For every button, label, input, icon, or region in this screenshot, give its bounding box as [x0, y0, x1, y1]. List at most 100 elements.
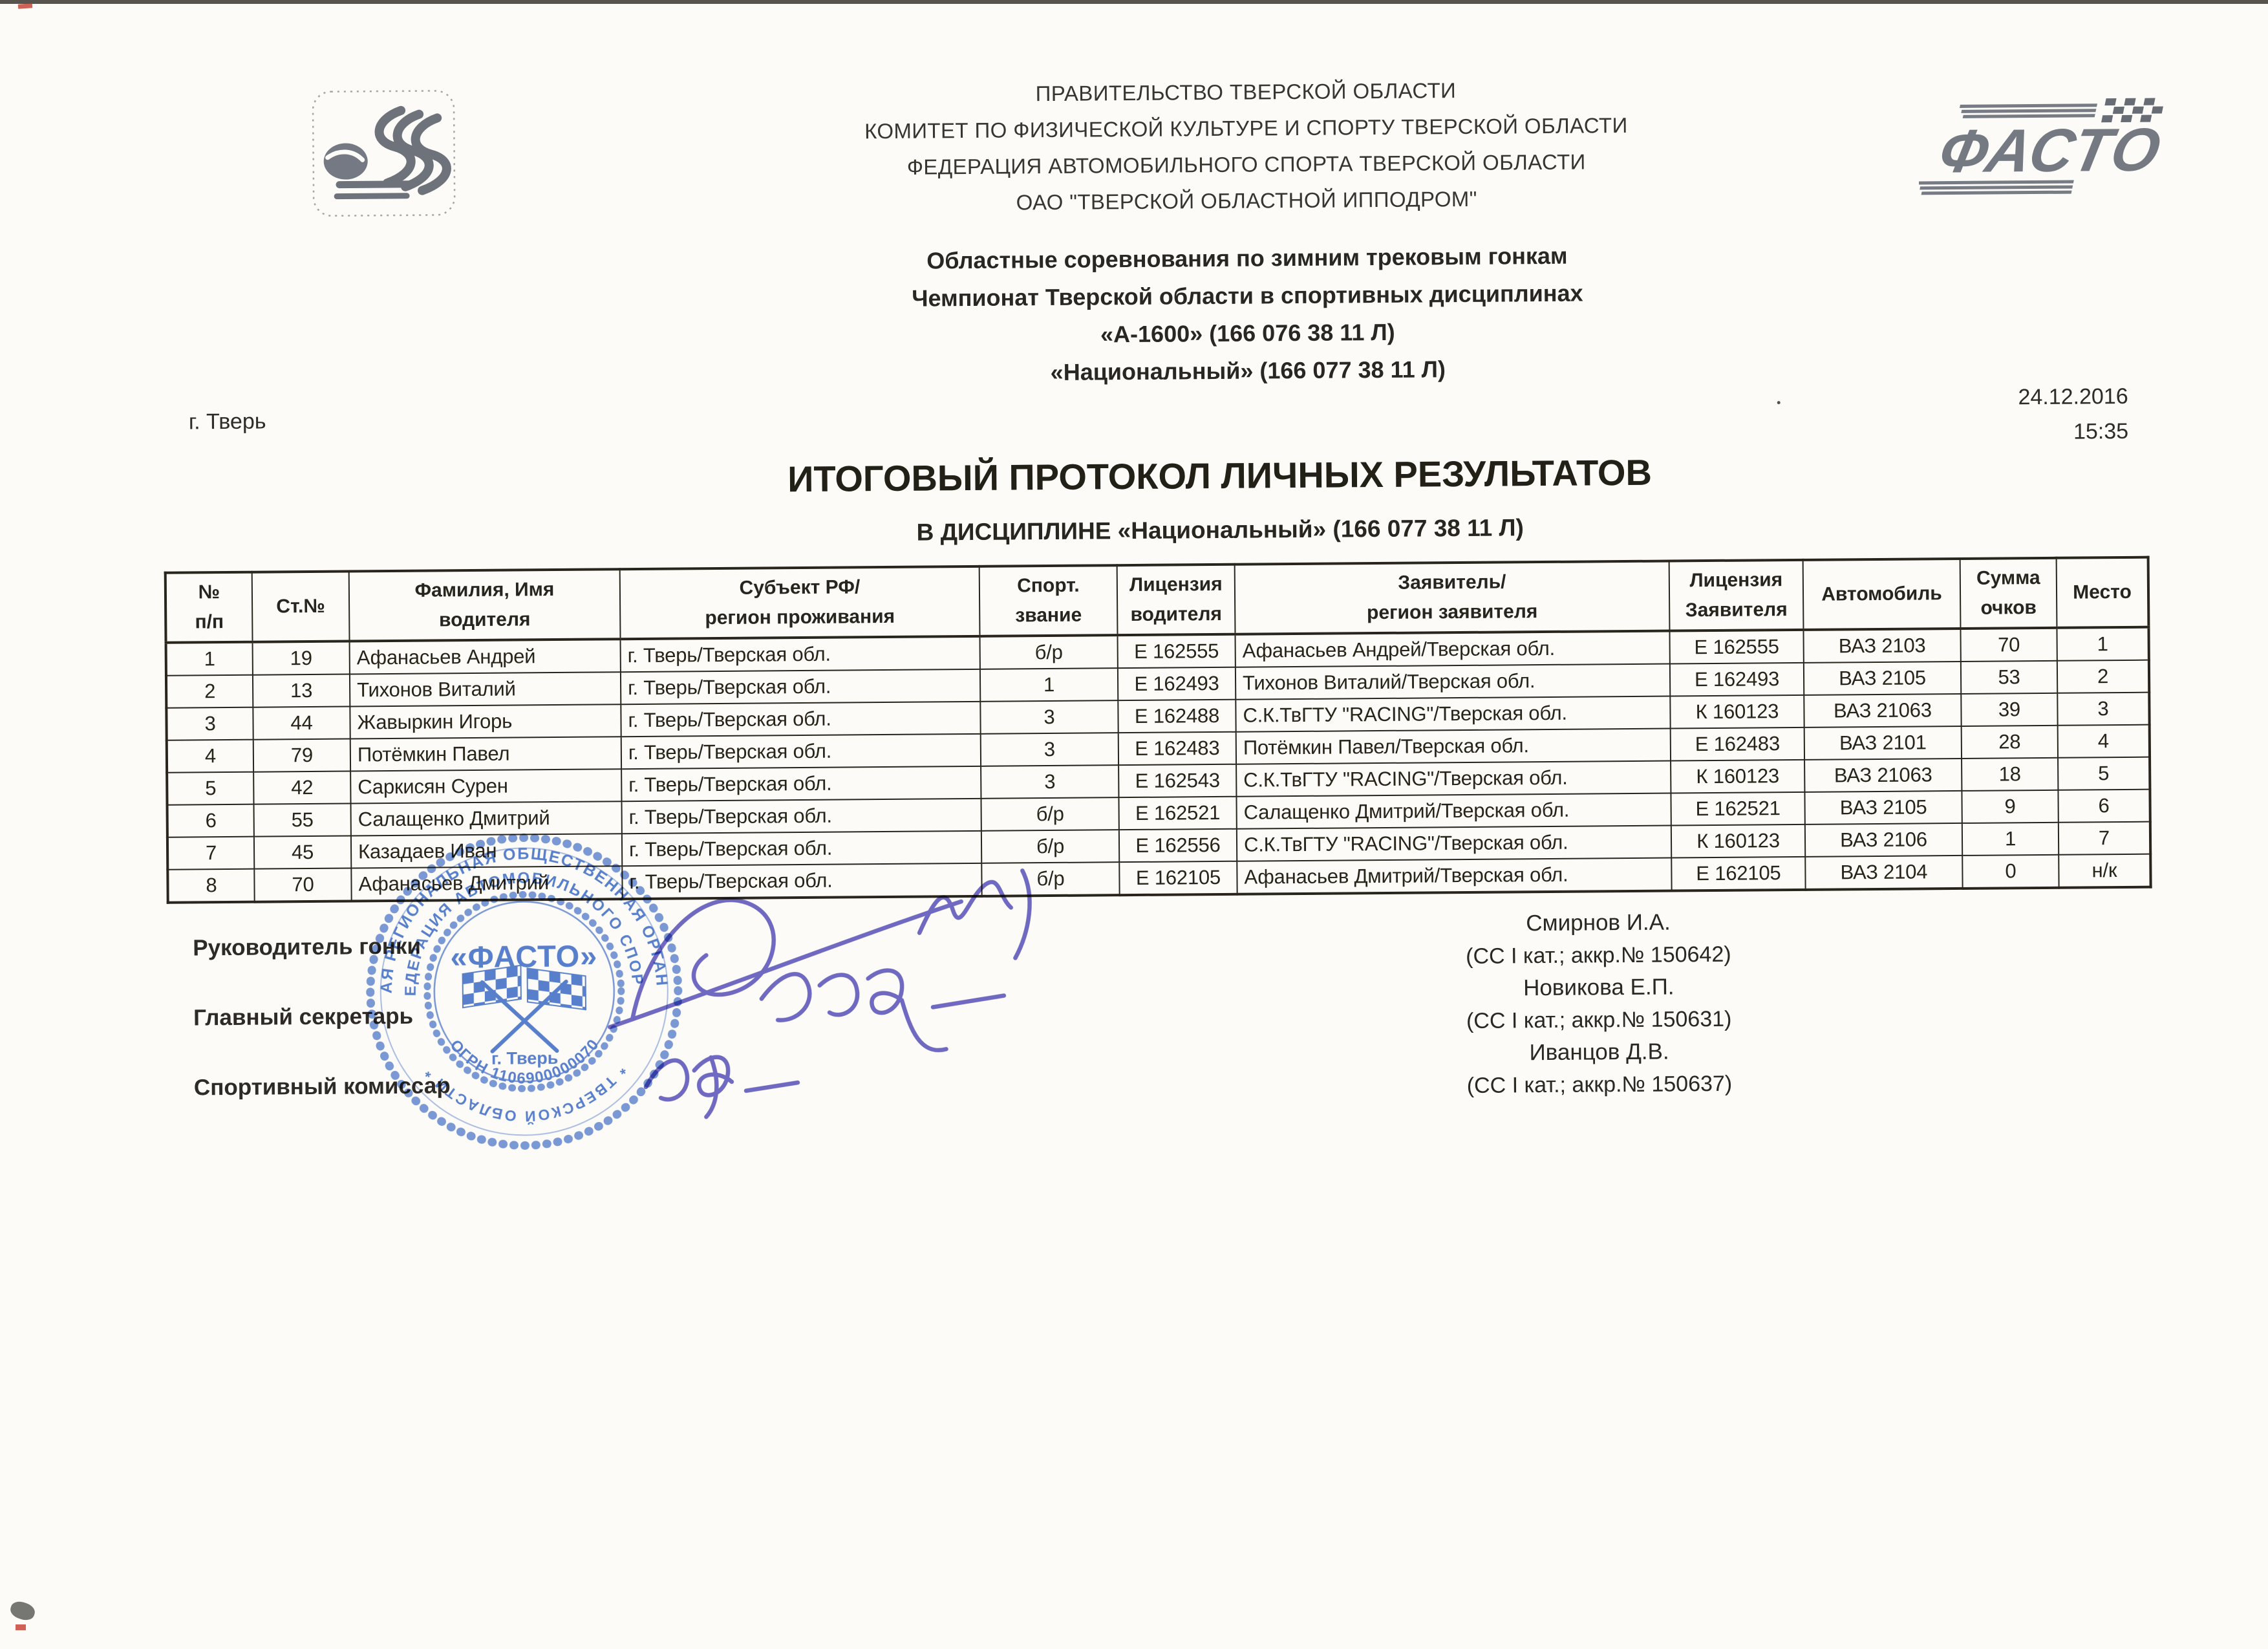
table-cell: 28 — [1961, 725, 2059, 759]
column-header: Лицензия водителя — [1117, 564, 1236, 636]
column-header: Сумма очков — [1960, 557, 2057, 629]
table-cell: Потёмкин Павел/Тверская обл. — [1236, 728, 1671, 764]
table-cell: 1 — [2057, 627, 2149, 661]
table-cell: 13 — [252, 674, 350, 707]
fasto-logo: ФАСТО — [1918, 98, 2168, 195]
table-cell: б/р — [979, 635, 1118, 669]
table-cell: 5 — [2058, 757, 2150, 790]
table-cell: г. Тверь/Тверская обл. — [621, 733, 981, 770]
org-header-block: ПРАВИТЕЛЬСТВО ТВЕРСКОЙ ОБЛАСТИ КОМИТЕТ П… — [690, 70, 1803, 224]
table-cell: 6 — [167, 804, 254, 837]
table-cell: Е 162555 — [1117, 634, 1236, 669]
table-cell: Тихонов Виталий — [349, 672, 621, 707]
table-cell: 0 — [1962, 854, 2059, 889]
table-cell: Е 162488 — [1118, 699, 1236, 733]
table-cell: Е 162521 — [1118, 796, 1237, 830]
table-cell: б/р — [981, 830, 1120, 863]
table-cell: б/р — [981, 797, 1119, 831]
table-cell: Е 162555 — [1669, 629, 1804, 664]
table-cell: К 160123 — [1671, 759, 1805, 793]
table-cell: 3 — [981, 765, 1119, 799]
table-cell: 1 — [166, 641, 253, 676]
column-header: № п/п — [165, 572, 253, 643]
table-cell: 45 — [253, 835, 352, 869]
table-cell: 4 — [2057, 724, 2150, 758]
table-cell: Саркисян Сурен — [350, 769, 622, 804]
table-cell: Е 162105 — [1671, 856, 1806, 891]
column-header: Место — [2056, 557, 2149, 628]
table-cell: ВАЗ 2104 — [1805, 855, 1963, 890]
signature-chief-secretary — [759, 968, 1007, 1053]
table-cell: Тихонов Виталий/Тверская обл. — [1235, 663, 1671, 700]
time-label: 15:35 — [2073, 418, 2129, 444]
column-header: Фамилия, Имя водителя — [348, 569, 621, 641]
table-cell: Жавыркин Игорь — [350, 704, 621, 739]
scanner-edge-line — [0, 0, 2268, 4]
checker-flag-icon — [2101, 98, 2163, 123]
table-cell: Е 162493 — [1669, 662, 1804, 696]
table-cell: ВАЗ 21063 — [1804, 693, 1962, 727]
table-cell: 2 — [2057, 660, 2150, 693]
table-cell: С.К.ТвГТУ "RACING"/Тверская обл. — [1236, 760, 1671, 797]
datetime-block: 24.12.2016 15:35 — [2018, 379, 2128, 449]
official-name: Иванцов Д.В. — [1529, 1039, 1669, 1066]
ink-signatures — [607, 868, 1032, 1119]
official-name: Новикова Е.П. — [1523, 974, 1674, 1001]
table-cell: Е 162556 — [1118, 828, 1237, 863]
column-header: Спорт. звание — [979, 565, 1118, 636]
date-label: 24.12.2016 — [2018, 383, 2128, 410]
table-cell: Е 162493 — [1117, 667, 1236, 701]
table-cell: Афанасьев Андрей — [349, 639, 621, 674]
table-cell: Е 162521 — [1671, 792, 1805, 826]
table-cell: 9 — [1962, 790, 2059, 823]
table-cell: г. Тверь/Тверская обл. — [621, 701, 981, 737]
signature-race-director — [607, 868, 1032, 1029]
table-cell: С.К.ТвГТУ "RACING"/Тверская обл. — [1236, 825, 1672, 861]
city-label: г. Тверь — [188, 409, 266, 435]
table-cell: 18 — [1962, 757, 2059, 791]
scan-dot-artifact — [1777, 401, 1781, 405]
column-header: Субъект РФ/ регион проживания — [619, 566, 980, 640]
scan-red-mark-bottom — [16, 1624, 26, 1630]
table-cell: 1 — [1962, 822, 2059, 856]
table-cell: 70 — [254, 868, 352, 902]
event-title-block: Областные соревнования по зимним трековы… — [691, 235, 1804, 394]
table-cell: Е 162483 — [1118, 731, 1237, 766]
stamp-name-text: «ФАСТО» — [450, 939, 597, 975]
table-cell: 3 — [166, 707, 253, 740]
table-cell: н/к — [2059, 854, 2151, 888]
table-cell: 39 — [1961, 693, 2058, 726]
table-cell: г. Тверь/Тверская обл. — [621, 766, 981, 802]
table-cell: Салащенко Дмитрий/Тверская обл. — [1236, 793, 1671, 829]
official-credentials: (СС I кат.; аккр.№ 150642) — [1466, 942, 1731, 969]
table-cell: К 160123 — [1670, 695, 1804, 729]
crossed-flags-icon — [462, 964, 587, 1053]
column-header: Заявитель/ регион заявителя — [1234, 561, 1670, 634]
table-cell: 70 — [1960, 627, 2057, 662]
official-credentials: (СС I кат.; аккр.№ 150637) — [1466, 1071, 1733, 1098]
table-cell: Афанасьев Андрей/Тверская обл. — [1235, 630, 1670, 667]
signature-sport-commissioner — [643, 1055, 800, 1119]
table-cell: 7 — [2058, 821, 2151, 855]
table-cell: ВАЗ 2105 — [1803, 661, 1962, 695]
table-cell: К 160123 — [1671, 824, 1806, 858]
table-cell: ВАЗ 2101 — [1804, 726, 1962, 760]
fasto-logo-text: ФАСТО — [1933, 116, 2168, 186]
table-cell: 2 — [166, 674, 253, 708]
column-header: Лицензия Заявителя — [1669, 559, 1804, 631]
official-credentials: (СС I кат.; аккр.№ 150631) — [1466, 1006, 1732, 1033]
table-cell: 55 — [253, 803, 351, 837]
table-cell: ВАЗ 2105 — [1804, 790, 1962, 824]
table-cell: 3 — [980, 700, 1118, 734]
sports-committee-logo — [312, 90, 456, 217]
table-cell: 6 — [2058, 789, 2150, 823]
table-cell: Потёмкин Павел — [350, 737, 622, 771]
table-cell: г. Тверь/Тверская обл. — [620, 669, 981, 705]
official-name: Смирнов И.А. — [1526, 909, 1671, 936]
table-cell: г. Тверь/Тверская обл. — [620, 636, 980, 673]
fasto-round-stamp: ТВЕРСКАЯ РЕГИОНАЛЬНАЯ ОБЩЕСТВЕННАЯ ОРГАН… — [355, 822, 683, 1150]
table-cell: 44 — [253, 706, 350, 740]
table-cell: 3 — [980, 733, 1119, 766]
column-header: Автомобиль — [1803, 558, 1961, 630]
